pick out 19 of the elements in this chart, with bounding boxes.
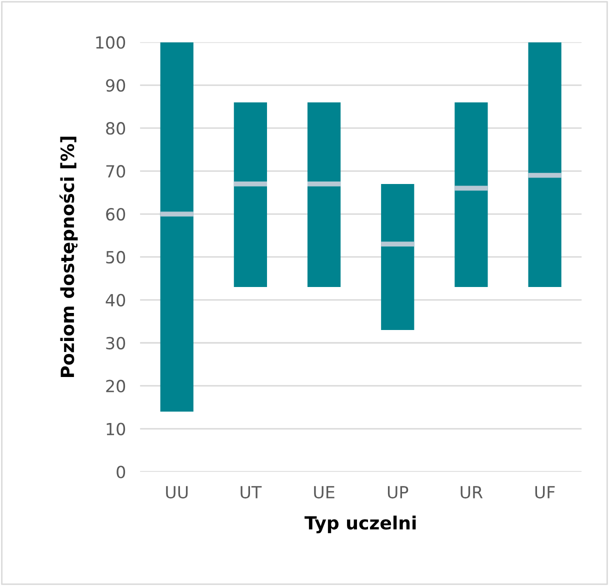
x-tick-label: UF xyxy=(535,486,555,499)
y-tick-label: 80 xyxy=(106,122,126,135)
x-tick-label: UP xyxy=(388,486,408,499)
y-tick-label: 70 xyxy=(106,165,126,178)
y-tick-label: 100 xyxy=(96,36,126,49)
y-tick-label: 90 xyxy=(106,79,126,92)
y-axis-title: Poziom dostępności [%] xyxy=(60,136,78,378)
x-axis-title: Typ uczelni xyxy=(304,516,416,534)
x-tick-label: UR xyxy=(460,486,483,499)
x-tick-label: UT xyxy=(240,486,262,499)
x-tick-label: UE xyxy=(314,486,334,499)
y-tick-label: 40 xyxy=(106,294,126,306)
x-tick-label: UU xyxy=(166,486,188,499)
y-tick-label: 20 xyxy=(106,380,126,392)
y-tick-label: 30 xyxy=(106,336,126,350)
y-tick-label: 10 xyxy=(106,422,126,436)
y-tick-label: 50 xyxy=(106,250,126,264)
y-tick-label: 0 xyxy=(116,466,126,478)
y-tick-label: 60 xyxy=(106,208,126,221)
